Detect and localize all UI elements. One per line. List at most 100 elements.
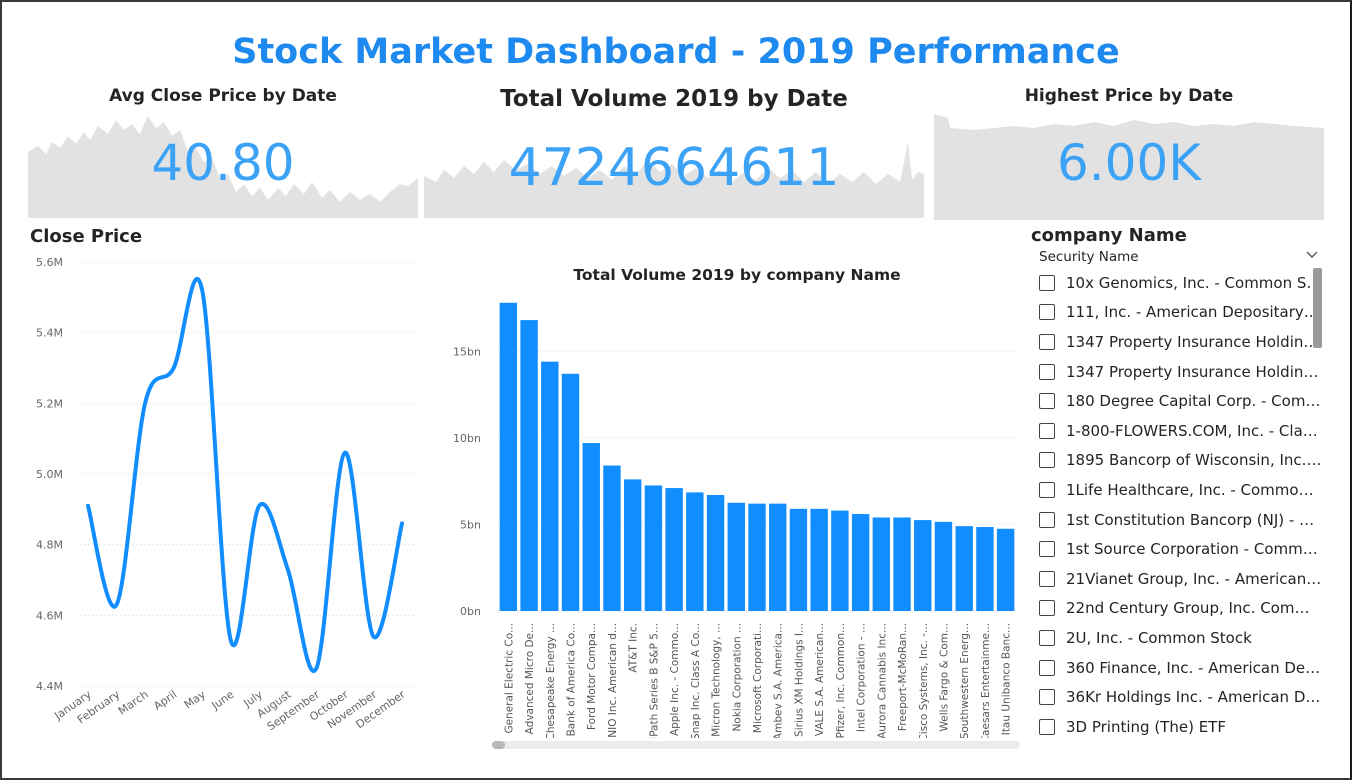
bar-chart-title: Total Volume 2019 by company Name [573, 266, 900, 284]
checkbox[interactable] [1039, 689, 1055, 706]
horizontal-scrollbar-thumb[interactable] [492, 741, 505, 749]
data-point[interactable] [286, 567, 290, 571]
checkbox[interactable] [1039, 600, 1055, 617]
slicer-item[interactable]: 1347 Property Insurance Holdings, Inc. -… [1036, 357, 1326, 387]
data-point[interactable] [257, 504, 261, 508]
card-avg-close[interactable]: Avg Close Price by Date 40.80 [28, 86, 418, 220]
checkbox[interactable] [1039, 541, 1055, 558]
x-tick-label: Caesars Entertainme... [980, 623, 992, 738]
close-price-series-line[interactable] [86, 277, 404, 673]
slicer-item[interactable]: 21Vianet Group, Inc. - American Deposita… [1036, 564, 1326, 594]
slicer-item-label: 21Vianet Group, Inc. - American Deposita… [1066, 569, 1322, 588]
x-tick-label: NIO Inc. American d... [607, 623, 619, 738]
checkbox[interactable] [1039, 333, 1055, 350]
y-tick-label: 4.6M [36, 609, 63, 622]
checkbox[interactable] [1039, 570, 1055, 587]
bar[interactable] [748, 503, 766, 611]
horizontal-scrollbar[interactable] [492, 741, 1020, 749]
bar[interactable] [789, 508, 808, 611]
x-tick-label: Snap Inc. Class A Co... [690, 623, 702, 738]
chevron-down-icon[interactable] [1305, 247, 1319, 265]
checkbox[interactable] [1039, 304, 1055, 321]
bar[interactable] [810, 508, 828, 611]
checkbox[interactable] [1039, 422, 1055, 439]
slicer-item[interactable]: 111, Inc. - American Depositary Shares [1036, 298, 1326, 328]
bar[interactable] [934, 521, 953, 611]
checkbox[interactable] [1039, 452, 1055, 469]
bar[interactable] [706, 494, 725, 611]
slicer-item[interactable]: 1895 Bancorp of Wisconsin, Inc. - Common… [1036, 446, 1326, 476]
slicer-scrollbar[interactable] [1313, 268, 1322, 348]
data-point[interactable] [115, 603, 119, 607]
bar[interactable] [582, 443, 600, 611]
slicer-item-label: 180 Degree Capital Corp. - Common Shares [1066, 392, 1322, 411]
slicer-list: 10x Genomics, Inc. - Common Stock 111, In… [1036, 268, 1326, 748]
checkbox[interactable] [1039, 481, 1055, 498]
bar[interactable] [727, 502, 745, 611]
bar[interactable] [541, 361, 559, 611]
slicer-item[interactable]: 3D Printing (The) ETF [1036, 712, 1326, 742]
card-sparkline [28, 116, 418, 218]
bar[interactable] [851, 514, 870, 611]
bar[interactable] [561, 373, 580, 611]
data-point[interactable] [229, 638, 233, 642]
bar[interactable] [644, 485, 663, 611]
card-highest-price[interactable]: Highest Price by Date 6.00K [934, 86, 1324, 220]
x-tick-label: Chesapeake Energy ... [545, 623, 557, 738]
x-tick-label: Ambev S.A. America... [773, 623, 785, 738]
checkbox[interactable] [1039, 274, 1055, 291]
bar[interactable] [623, 479, 642, 611]
slicer-header[interactable]: Security Name [1039, 249, 1319, 267]
slicer-item[interactable]: 1-800-FLOWERS.COM, Inc. - Class A Common… [1036, 416, 1326, 446]
y-tick-label: 4.8M [36, 539, 63, 552]
x-tick-label: Bank of America Co... [566, 623, 578, 736]
slicer-item[interactable]: 1347 Property Insurance Holdings, Inc. -… [1036, 327, 1326, 357]
checkbox[interactable] [1039, 718, 1055, 735]
bar[interactable] [769, 503, 787, 611]
slicer-item[interactable]: 1st Source Corporation - Common Stock [1036, 534, 1326, 564]
card-total-volume[interactable]: Total Volume 2019 by Date 4724664611 [424, 86, 924, 220]
bar[interactable] [893, 517, 911, 611]
x-tick-label: Sirius XM Holdings I... [793, 623, 805, 737]
data-point[interactable] [86, 504, 90, 508]
bar[interactable] [976, 527, 994, 611]
slicer-item-label: 10x Genomics, Inc. - Common Stock [1066, 273, 1322, 292]
data-point[interactable] [200, 288, 204, 292]
checkbox[interactable] [1039, 393, 1055, 410]
data-point[interactable] [172, 366, 176, 370]
slicer-item[interactable]: 360 Finance, Inc. - American Depositary … [1036, 653, 1326, 683]
checkbox[interactable] [1039, 363, 1055, 380]
bar[interactable] [872, 517, 891, 611]
data-point[interactable] [314, 666, 318, 670]
slicer-item[interactable]: 36Kr Holdings Inc. - American Depositary… [1036, 682, 1326, 712]
y-tick-label: 10bn [453, 432, 481, 445]
bar[interactable] [996, 528, 1015, 611]
slicer-item[interactable]: 1st Constitution Bancorp (NJ) - Common S… [1036, 505, 1326, 535]
data-point[interactable] [371, 635, 375, 639]
checkbox[interactable] [1039, 659, 1055, 676]
data-point[interactable] [343, 451, 347, 455]
data-point[interactable] [143, 401, 147, 405]
bar[interactable] [831, 510, 849, 611]
data-point[interactable] [400, 521, 404, 525]
slicer-item[interactable]: 10x Genomics, Inc. - Common Stock [1036, 268, 1326, 298]
bar[interactable] [955, 526, 973, 611]
bar[interactable] [603, 465, 621, 611]
bar[interactable] [665, 488, 683, 611]
checkbox[interactable] [1039, 511, 1055, 528]
close-price-line-chart[interactable]: 4.4M4.6M4.8M5.0M5.2M5.4M5.6MJanuaryFebru… [28, 250, 420, 750]
bar[interactable] [914, 520, 932, 611]
slicer-item-label: 22nd Century Group, Inc. Common Stock [1066, 599, 1322, 618]
bar[interactable] [686, 492, 704, 611]
slicer-item[interactable]: 22nd Century Group, Inc. Common Stock [1036, 594, 1326, 624]
volume-bar-chart[interactable]: Total Volume 2019 by company Name 0bn 5bn… [440, 262, 1030, 738]
checkbox[interactable] [1039, 629, 1055, 646]
bar[interactable] [520, 320, 538, 611]
slicer-item[interactable]: 2U, Inc. - Common Stock [1036, 623, 1326, 653]
x-tick-label: June [209, 688, 237, 713]
slicer-item[interactable]: 1Life Healthcare, Inc. - Common Stock [1036, 475, 1326, 505]
slicer-item[interactable]: 180 Degree Capital Corp. - Common Shares [1036, 386, 1326, 416]
bar[interactable] [499, 302, 518, 611]
slicer-item-label: 1895 Bancorp of Wisconsin, Inc. - Common… [1066, 451, 1322, 470]
